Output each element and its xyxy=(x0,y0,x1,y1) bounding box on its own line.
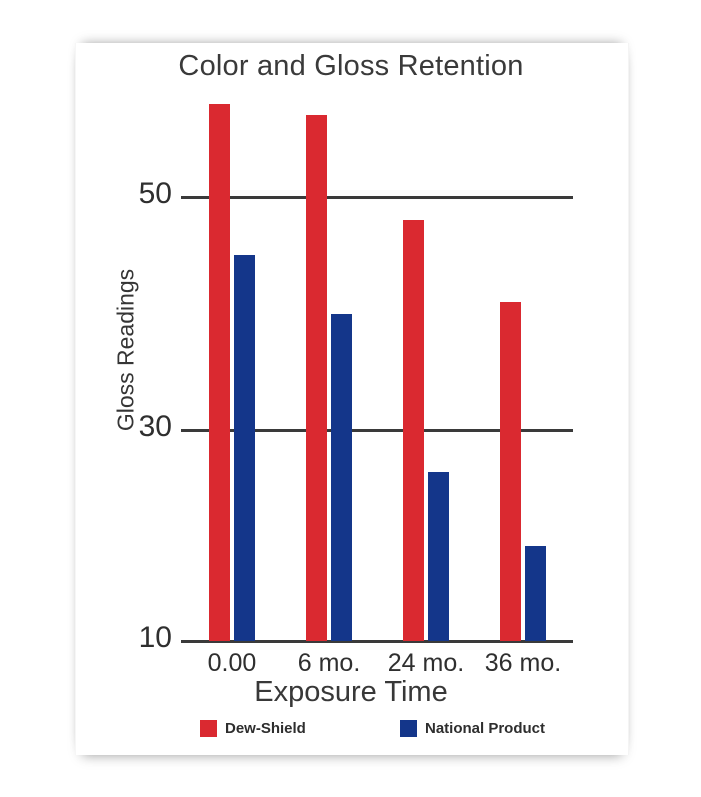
bar-dew-shield-3 xyxy=(500,301,521,641)
x-tick-label-2: 24 mo. xyxy=(387,649,465,677)
bar-dew-shield-0 xyxy=(209,103,230,641)
bar-dew-shield-1 xyxy=(306,115,327,641)
bar-national-product-1 xyxy=(331,313,352,641)
legend-swatch-national-product xyxy=(400,719,417,737)
gridline-50 xyxy=(181,196,573,199)
gridline-10 xyxy=(181,640,573,643)
legend-entry-dew-shield: Dew-Shield xyxy=(200,719,306,737)
bar-national-product-0 xyxy=(234,255,255,641)
bar-dew-shield-2 xyxy=(403,220,424,641)
legend-label-dew-shield: Dew-Shield xyxy=(225,719,306,737)
x-axis-title: Exposure Time xyxy=(254,676,448,708)
y-tick-label-30: 30 xyxy=(138,410,172,443)
bar-national-product-3 xyxy=(525,546,546,641)
x-tick-label-1: 6 mo. xyxy=(297,649,361,677)
gridline-30 xyxy=(181,429,573,432)
y-axis-title: Gloss Readings xyxy=(112,268,139,432)
y-tick-label-50: 50 xyxy=(138,177,172,210)
bar-national-product-2 xyxy=(428,472,449,641)
chart-title: Color and Gloss Retention xyxy=(178,50,524,82)
legend-swatch-dew-shield xyxy=(200,719,217,737)
x-tick-label-3: 36 mo. xyxy=(484,649,562,677)
x-tick-label-0: 0.00 xyxy=(207,649,257,677)
y-tick-label-10: 10 xyxy=(138,621,172,654)
legend-entry-national-product: National Product xyxy=(400,719,545,737)
legend-label-national-product: National Product xyxy=(425,719,546,737)
